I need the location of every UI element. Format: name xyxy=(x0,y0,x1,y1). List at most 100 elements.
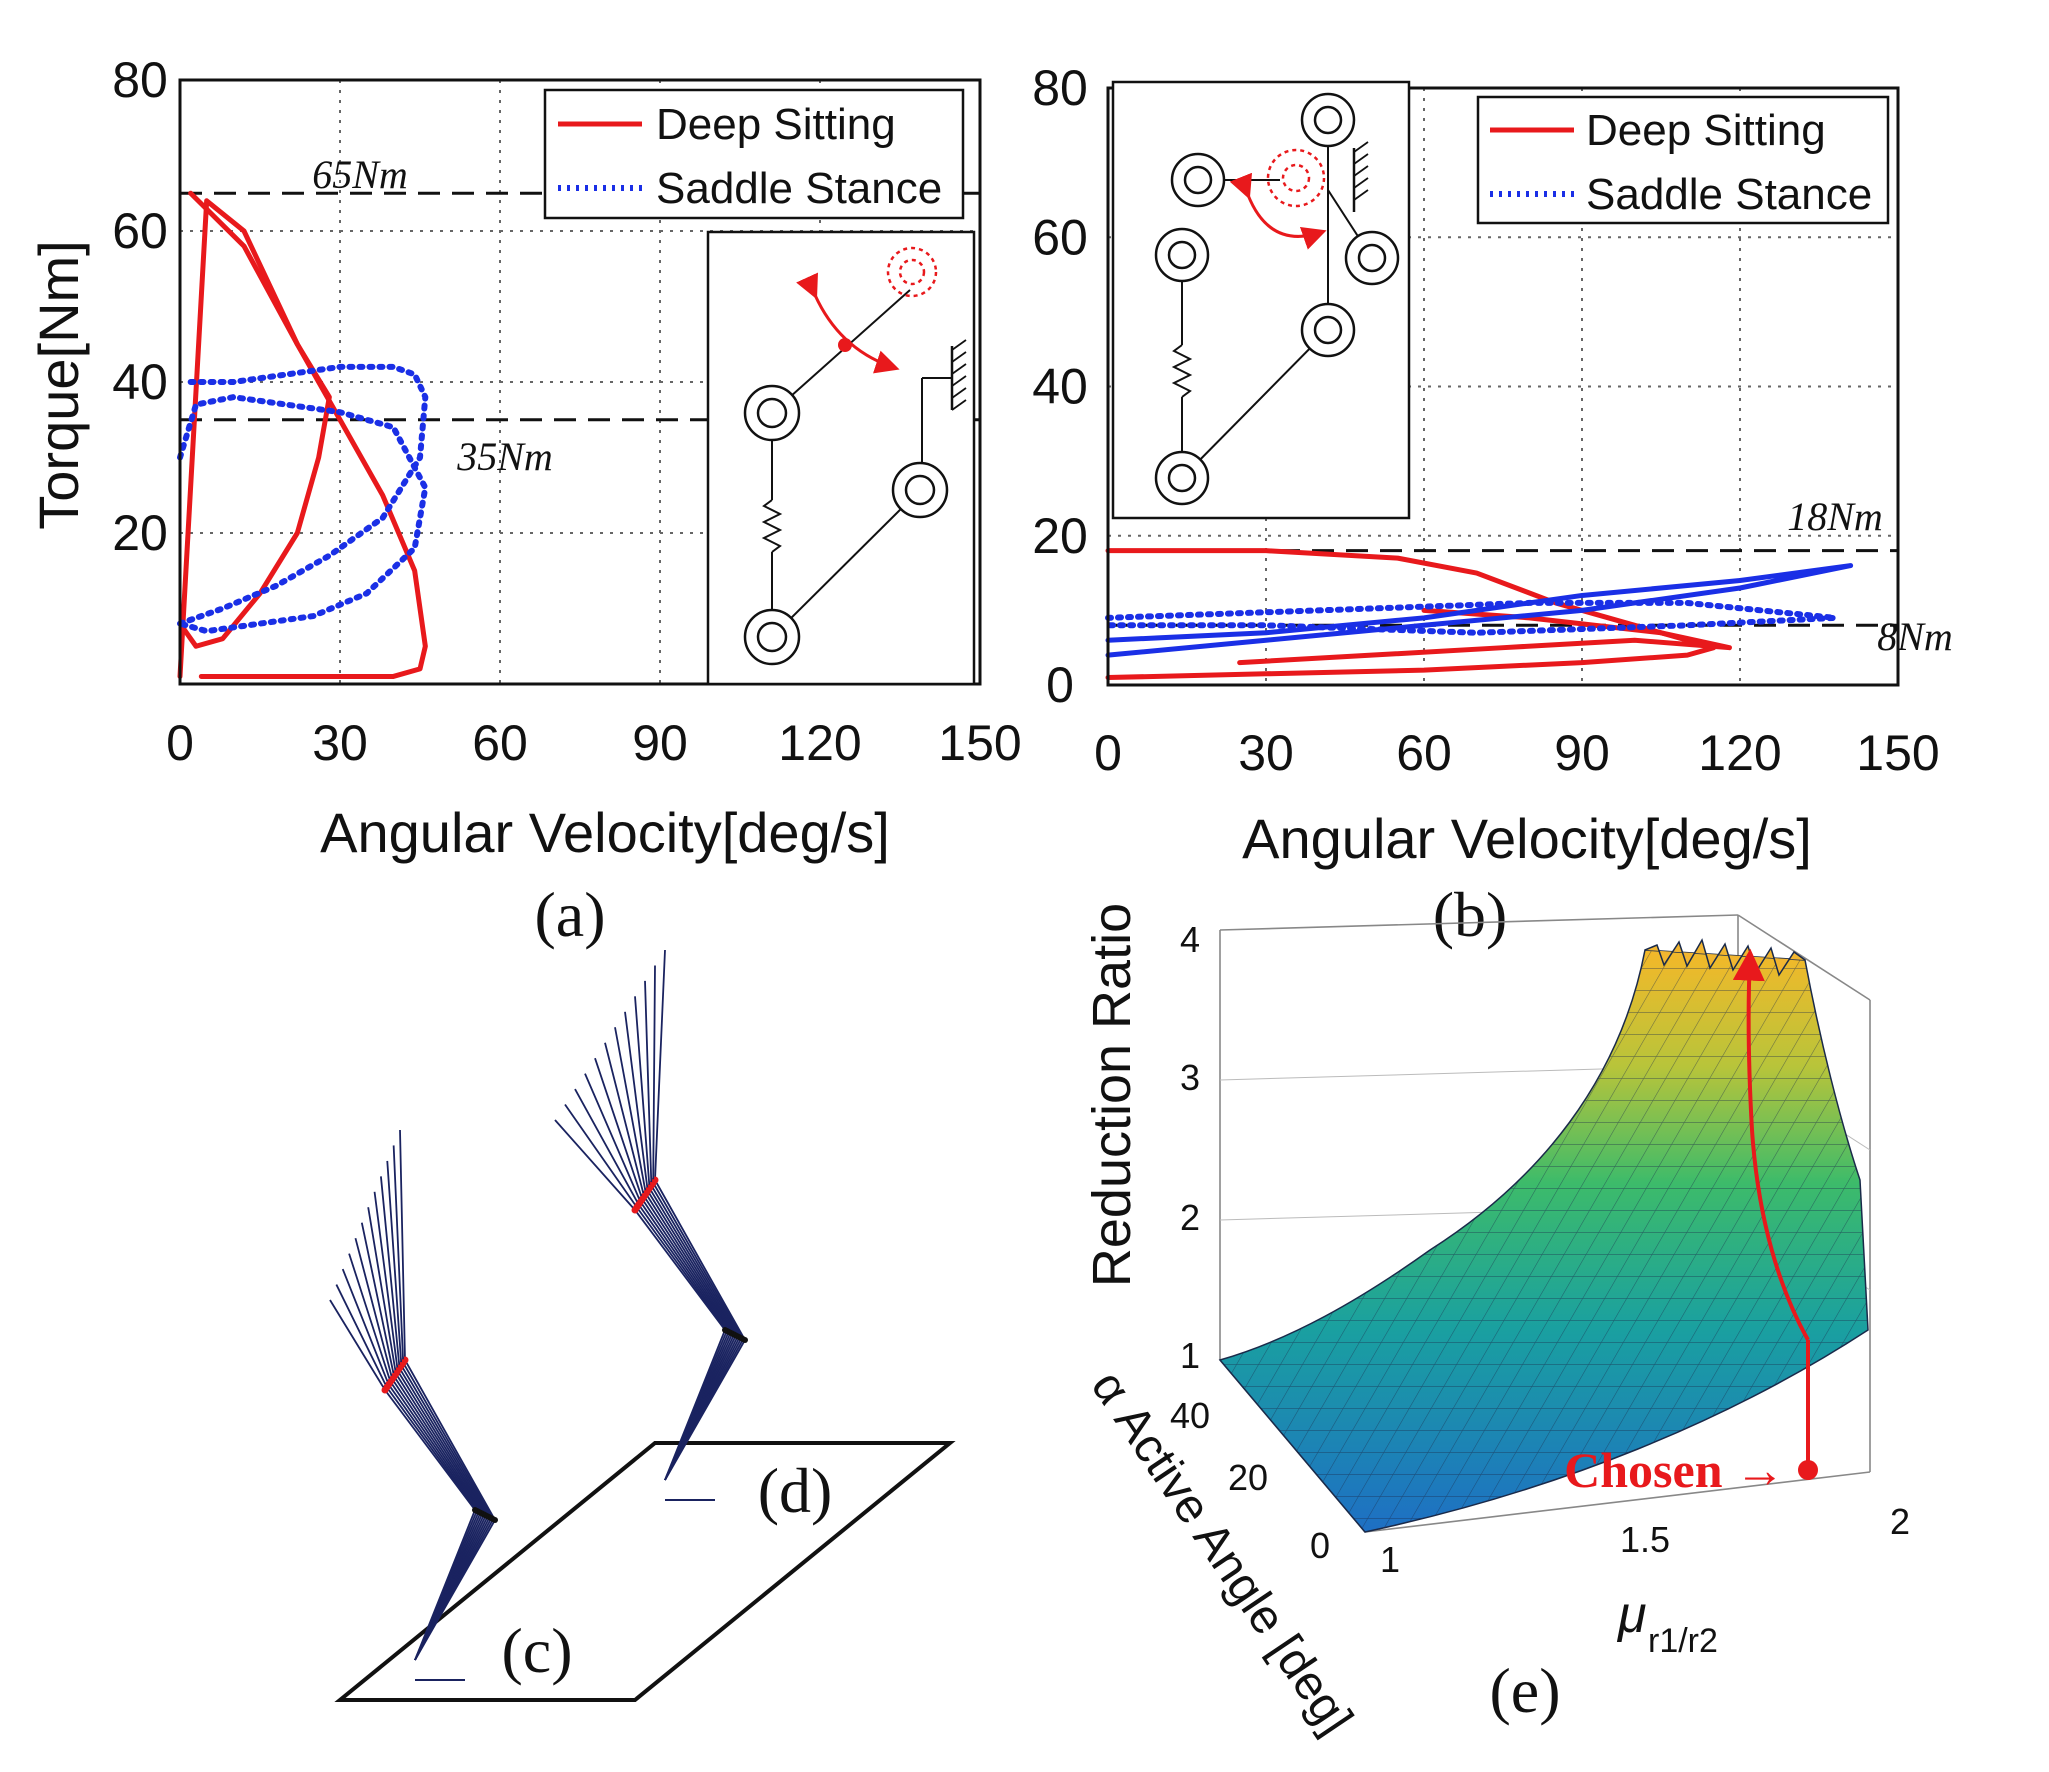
reference-line-label: 65Nm xyxy=(312,152,408,197)
link-line xyxy=(1181,329,1329,479)
panel-label-a: (a) xyxy=(534,879,605,950)
series-line-saddle-stance xyxy=(1105,599,1838,636)
skeleton-frame-line xyxy=(373,1191,489,1661)
skeleton-frame-line xyxy=(348,1253,482,1661)
mechanism-inset-a xyxy=(706,230,976,686)
y-tick-label: 40 xyxy=(1032,359,1088,415)
skeleton-frame-line xyxy=(354,1237,484,1661)
skeleton-frame-line xyxy=(329,1299,477,1661)
skeleton-frame-line xyxy=(392,1145,495,1661)
surface-panel-e: Chosen → 4 3 2 1 40 20 0 1 1.5 2 Reducti… xyxy=(1081,903,1910,1744)
series-line-saddle-stance xyxy=(177,363,429,627)
skeleton-frame-line xyxy=(614,1027,737,1481)
y-tick-label: 0 xyxy=(1310,1525,1330,1566)
y-tick-label: 80 xyxy=(112,52,168,108)
x-tick-label: 30 xyxy=(312,715,368,771)
chosen-annotation: Chosen → xyxy=(1564,1442,1785,1498)
skeleton-frame-line xyxy=(654,949,747,1481)
hip-joint-marker xyxy=(631,1206,639,1214)
pulley-icon xyxy=(1154,227,1210,283)
x-axis-label-a: Angular Velocity[deg/s] xyxy=(320,801,890,864)
legend-label-saddle-stance-b: Saddle Stance xyxy=(1586,170,1872,219)
skeleton-frame-line xyxy=(652,965,745,1481)
x-tick-label: 1.5 xyxy=(1620,1519,1670,1560)
skeleton-frame-line xyxy=(554,1119,727,1481)
z-axis-label-e: Reduction Ratio xyxy=(1082,903,1142,1287)
skeleton-frame-line xyxy=(644,980,743,1481)
series-group-b xyxy=(1105,548,1854,681)
mechanism-inset-b xyxy=(1111,80,1411,520)
skeleton-panel-cd: (c) (d) xyxy=(329,949,956,1702)
floor-plane xyxy=(334,1441,956,1702)
legend-box-a xyxy=(543,88,965,220)
skeleton-sketch-c xyxy=(329,1129,498,1681)
surface-grid-lines xyxy=(1220,950,1868,1532)
pulley-icon xyxy=(1170,152,1226,208)
x-axis-label-b: Angular Velocity[deg/s] xyxy=(1242,807,1812,870)
inset-box-a xyxy=(706,230,976,686)
x-tick-label: 120 xyxy=(778,715,861,771)
x-tick-label: 0 xyxy=(166,715,194,771)
pulley-icon xyxy=(1154,450,1210,506)
z-tick-label: 3 xyxy=(1180,1057,1200,1098)
plot-frame-a xyxy=(178,78,982,686)
legend-b: Deep Sitting Saddle Stance xyxy=(1476,95,1890,225)
z-tick-label: 2 xyxy=(1180,1197,1200,1238)
skeleton-frame-line xyxy=(380,1176,491,1661)
series-line-deep-sitting xyxy=(177,198,428,679)
panel-label-b: (b) xyxy=(1433,879,1508,950)
spring-icon xyxy=(1171,344,1193,398)
skeleton-frame-line xyxy=(367,1207,487,1661)
y-tick-label: 20 xyxy=(1228,1457,1268,1498)
x-tick-label: 150 xyxy=(1856,725,1939,781)
chart-panel-b: 18Nm 8Nm 0 30 60 90 120 150 0 20 40 60 80 Angular V… xyxy=(1032,60,1953,950)
y-tick-label: 20 xyxy=(112,505,168,561)
x-axis-label-e: μ r1/r2 xyxy=(1616,1586,1718,1660)
x-tick-label: 120 xyxy=(1698,725,1781,781)
legend-label-deep-sitting-b: Deep Sitting xyxy=(1586,106,1826,155)
skeleton-frame-line xyxy=(399,1129,497,1661)
legend-box-b xyxy=(1476,95,1890,225)
inset-box-b xyxy=(1111,80,1411,520)
skeleton-frame-line xyxy=(624,1011,739,1481)
ground-hatch-icon xyxy=(950,339,967,411)
y-tick-label: 80 xyxy=(1032,60,1088,116)
ticks-b: 0 30 60 90 120 150 0 20 40 60 80 xyxy=(1032,60,1940,781)
link-line xyxy=(771,489,921,638)
hip-joint-marker xyxy=(381,1386,389,1394)
panel-label-d: (d) xyxy=(758,1455,833,1526)
y-tick-label: 60 xyxy=(112,203,168,259)
chart-panel-a: 65Nm 35Nm 0 30 60 90 120 150 20 40 60 80 Angular V… xyxy=(27,52,1022,950)
rotation-arrow-icon xyxy=(796,272,900,374)
skeleton-frame-line xyxy=(634,996,741,1481)
x-tick-label: 90 xyxy=(632,715,688,771)
pulley-icon xyxy=(891,461,949,519)
x-axis-label-main: μ xyxy=(1616,1586,1647,1644)
chosen-point xyxy=(1798,1460,1818,1480)
series-group-a xyxy=(177,190,429,679)
x-tick-label: 0 xyxy=(1094,725,1122,781)
ground-hatch-icon xyxy=(1352,141,1369,212)
y-tick-label: 0 xyxy=(1046,657,1074,713)
x-axis-label-subscript: r1/r2 xyxy=(1648,1622,1718,1660)
skeleton-frame-line xyxy=(604,1042,736,1481)
spring-icon xyxy=(761,499,783,553)
surface-crest xyxy=(1644,938,1806,977)
rotation-arrow-icon xyxy=(1229,172,1327,250)
knee-joint-marker xyxy=(472,1507,478,1513)
reference-line-label: 8Nm xyxy=(1877,614,1953,659)
skeleton-frame-line xyxy=(574,1088,730,1481)
chosen-path-arrow xyxy=(1732,948,1810,1341)
skeleton-frame-line xyxy=(386,1160,493,1661)
series-line-deep-sitting xyxy=(1237,607,1732,666)
y-axis-label-a: Torque[Nm] xyxy=(27,240,90,529)
y-tick-label: 60 xyxy=(1032,209,1088,265)
reference-line-label: 35Nm xyxy=(456,434,553,479)
z-tick-label: 1 xyxy=(1180,1335,1200,1376)
reference-line-label: 18Nm xyxy=(1787,494,1883,539)
z-tick-label: 4 xyxy=(1180,919,1200,960)
skeleton-frame-line xyxy=(341,1268,480,1661)
ticks-a: 0 30 60 90 120 150 20 40 60 80 xyxy=(112,52,1022,771)
panel-label-c: (c) xyxy=(501,1615,572,1686)
reference-lines-b: 18Nm 8Nm xyxy=(1108,494,1953,659)
